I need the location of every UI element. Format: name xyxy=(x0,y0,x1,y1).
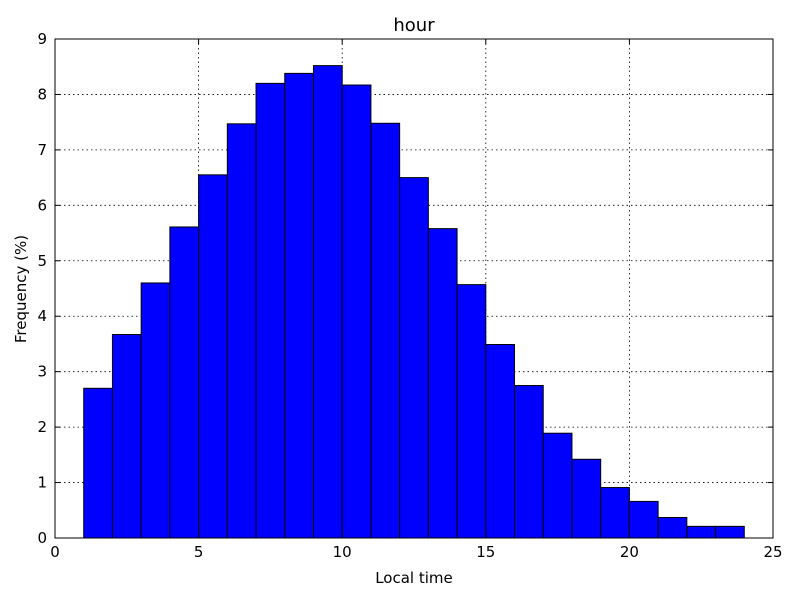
x-tick-label: 0 xyxy=(50,543,60,561)
histogram-bar-3-4 xyxy=(140,282,171,539)
y-tick-label: 0 xyxy=(37,529,47,547)
y-tick-label: 1 xyxy=(37,474,47,492)
y-tick-label: 8 xyxy=(37,85,47,103)
histogram-bar-8-9 xyxy=(284,72,314,539)
y-tick-label: 4 xyxy=(37,307,47,325)
histogram-bar-2-3 xyxy=(111,334,142,539)
histogram-bar-11-12 xyxy=(370,122,401,539)
y-tick-label: 9 xyxy=(37,30,47,48)
y-axis-label: Frequency (%) xyxy=(12,235,30,343)
y-tick-label: 6 xyxy=(37,196,47,214)
histogram-bar-4-5 xyxy=(169,226,200,539)
x-axis-label: Local time xyxy=(375,569,453,587)
histogram-bar-12-13 xyxy=(399,177,429,539)
y-tick-labels: 0 1 2 3 4 5 6 7 8 9 xyxy=(37,30,47,547)
x-tick-label: 15 xyxy=(476,543,495,561)
histogram-bar-17-18 xyxy=(542,432,573,539)
bars-layer xyxy=(83,65,745,539)
histogram-bar-7-8 xyxy=(255,82,286,539)
ticks-layer xyxy=(54,38,774,539)
histogram-bar-19-20 xyxy=(600,487,630,539)
histogram-bar-15-16 xyxy=(485,343,516,539)
histogram-bar-1-2 xyxy=(83,387,113,539)
histogram-bar-22-23 xyxy=(686,525,717,539)
histogram-bar-23-24 xyxy=(715,525,745,539)
histogram-bar-20-21 xyxy=(628,500,659,539)
x-tick-label: 20 xyxy=(620,543,639,561)
y-tick-label: 5 xyxy=(37,252,47,270)
x-tick-labels: 0 5 10 15 20 25 xyxy=(50,543,782,561)
y-tick-label: 2 xyxy=(37,418,47,436)
x-tick-label: 5 xyxy=(194,543,204,561)
x-tick-label: 10 xyxy=(333,543,352,561)
histogram-bar-6-7 xyxy=(226,123,257,539)
histogram-bar-14-15 xyxy=(456,284,487,539)
histogram-bar-9-10 xyxy=(312,65,343,539)
histogram-bar-18-19 xyxy=(571,458,602,539)
histogram-bar-13-14 xyxy=(427,228,458,539)
histogram-bar-10-11 xyxy=(341,84,372,539)
histogram-bar-5-6 xyxy=(198,174,228,539)
y-tick-label: 7 xyxy=(37,141,47,159)
chart-title: hour xyxy=(393,15,435,36)
y-tick-label: 3 xyxy=(37,363,47,381)
histogram-bar-21-22 xyxy=(657,516,688,539)
x-tick-label: 25 xyxy=(763,543,782,561)
histogram-bar-16-17 xyxy=(514,385,544,539)
plot-frame xyxy=(54,38,774,539)
